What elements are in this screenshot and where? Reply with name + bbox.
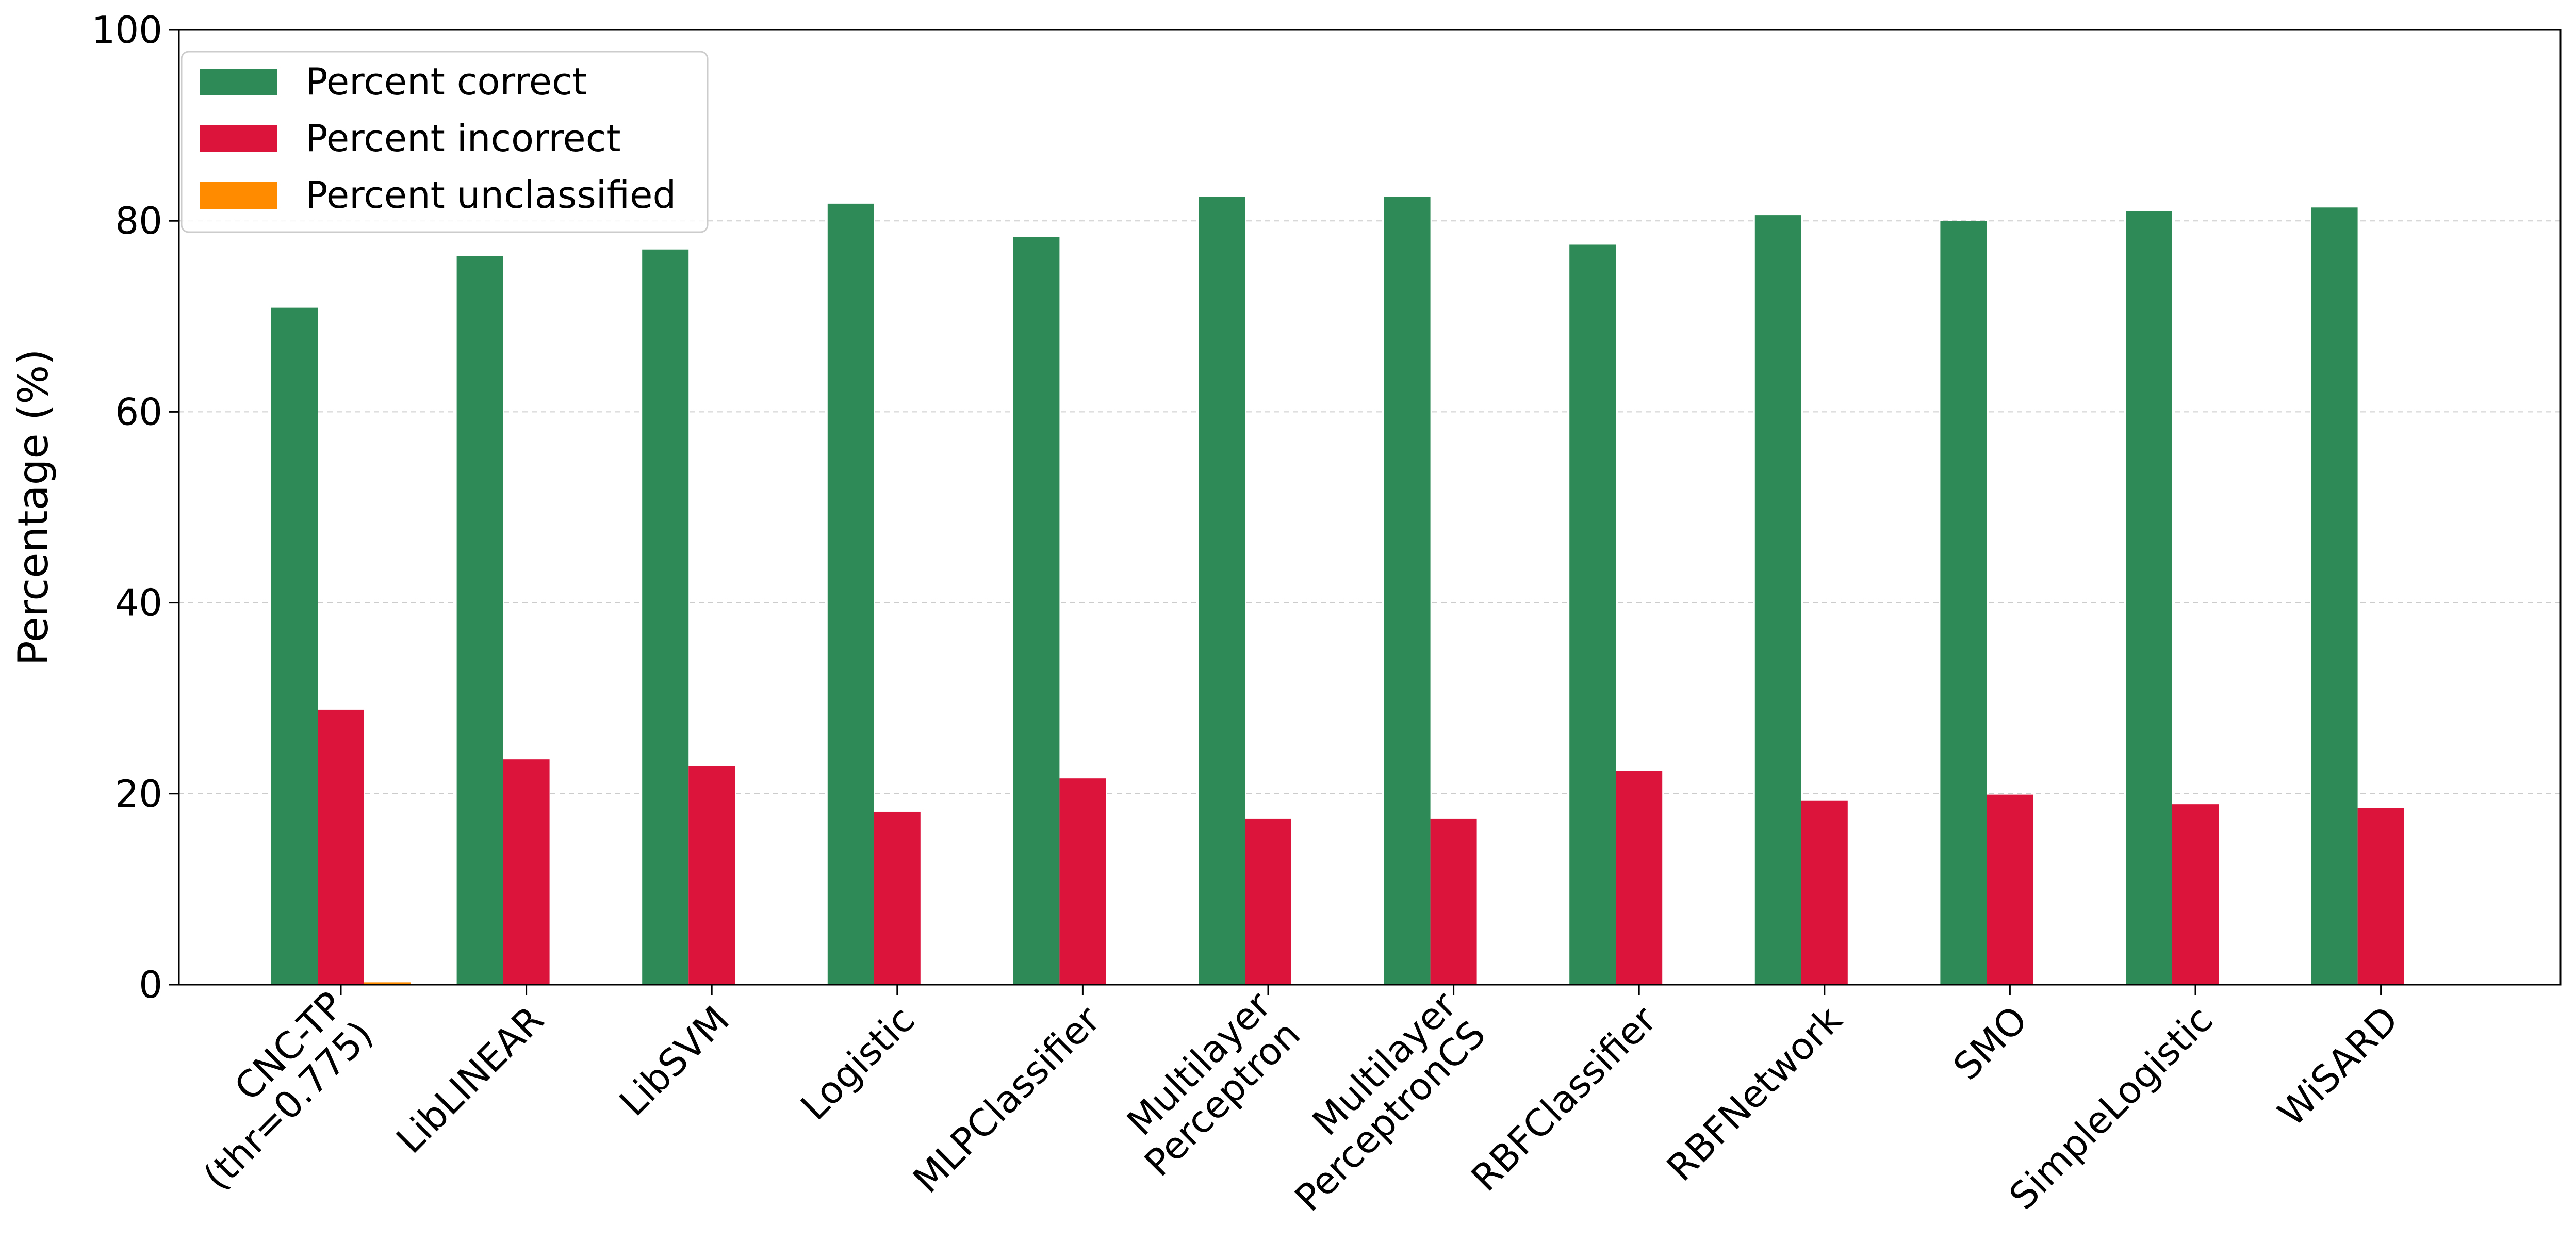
x-tick-label-line: MLPClassifier: [905, 998, 1108, 1201]
x-tick-label-group: Logistic: [792, 998, 923, 1128]
x-tick-label-group: MultilayerPerceptron: [1107, 983, 1308, 1185]
x-tick-label-group: SMO: [1945, 998, 2036, 1088]
x-tick-label-line: Logistic: [792, 998, 923, 1128]
legend-swatch: [200, 69, 277, 95]
bar-correct: [1199, 197, 1245, 985]
x-tick-label: Logistic: [792, 998, 923, 1128]
x-tick-label-group: RBFNetwork: [1659, 998, 1850, 1189]
gridlines: [179, 220, 2561, 794]
legend-swatch: [200, 125, 277, 152]
y-tick-label: 20: [115, 772, 162, 815]
y-tick-label: 100: [92, 8, 162, 52]
x-tick-label-group: WiSARD: [2270, 998, 2406, 1134]
bar-incorrect: [2357, 808, 2404, 985]
y-tick-label: 60: [115, 390, 162, 433]
bar-unclassified: [364, 982, 411, 985]
y-tick-label: 0: [139, 963, 162, 1006]
x-tick-label: LibLINEAR: [388, 998, 552, 1162]
bar-incorrect: [503, 759, 550, 985]
x-tick-label-line: LibSVM: [611, 998, 737, 1124]
bar-correct: [1754, 215, 1801, 985]
x-tick-label-group: LibSVM: [611, 998, 737, 1124]
bar-incorrect: [1245, 818, 1291, 985]
x-tick-label: SimpleLogistic: [2001, 998, 2221, 1218]
bar-incorrect: [874, 811, 921, 985]
legend-swatch: [200, 182, 277, 209]
x-tick-label-line: SimpleLogistic: [2001, 998, 2221, 1218]
bar-incorrect: [1987, 794, 2033, 985]
x-tick-label-group: SimpleLogistic: [2001, 998, 2221, 1218]
legend-label: Percent incorrect: [305, 117, 621, 160]
bar-correct: [1384, 197, 1431, 985]
bar-correct: [2311, 207, 2358, 985]
bar-incorrect: [318, 709, 364, 985]
x-tick-label: CNC-TP(thr=0.775): [166, 983, 381, 1198]
bar-correct: [271, 307, 318, 985]
bar-incorrect: [1801, 800, 1848, 985]
bar-incorrect: [1430, 818, 1477, 985]
bar-incorrect: [1616, 771, 1663, 985]
y-axis-title: Percentage (%): [9, 349, 57, 666]
bar-correct: [1013, 237, 1060, 985]
x-tick-label-line: RBFClassifier: [1463, 998, 1665, 1200]
x-tick-label: SMO: [1945, 998, 2036, 1088]
x-tick-label-group: MultilayerPerceptronCS: [1257, 983, 1494, 1220]
x-tick-label: MultilayerPerceptronCS: [1257, 983, 1494, 1220]
x-tick-label-line: SMO: [1945, 998, 2036, 1088]
y-tick-label: 40: [115, 581, 162, 625]
x-tick-label: RBFNetwork: [1659, 998, 1850, 1189]
legend: Percent correct Percent incorrect Percent …: [181, 51, 709, 233]
x-tick-label-group: CNC-TP(thr=0.775): [166, 983, 381, 1198]
bar-incorrect: [1059, 778, 1106, 985]
x-tick-label: WiSARD: [2270, 998, 2406, 1134]
bar-correct: [642, 249, 689, 985]
plot-area-frame: [178, 29, 2562, 986]
legend-label: Percent unclassified: [305, 173, 676, 217]
bar-correct: [1940, 221, 1987, 985]
x-tick-label: MLPClassifier: [905, 998, 1108, 1201]
bar-correct: [456, 256, 503, 985]
bars: [271, 197, 2404, 985]
x-tick-label: LibSVM: [611, 998, 737, 1124]
bar-correct: [2126, 211, 2172, 985]
x-tick-label-group: RBFClassifier: [1463, 998, 1665, 1200]
y-tick-label: 80: [115, 199, 162, 242]
bar-incorrect: [2172, 804, 2219, 985]
y-axis: 0 20 40 60 80 100: [92, 8, 179, 1006]
x-tick-label: RBFClassifier: [1463, 998, 1665, 1200]
bar-incorrect: [688, 766, 735, 985]
legend-box: [181, 51, 709, 233]
bar-correct: [827, 203, 874, 985]
x-tick-label-group: LibLINEAR: [388, 998, 552, 1162]
x-tick-label-line: LibLINEAR: [388, 998, 552, 1162]
legend-label: Percent correct: [305, 60, 587, 103]
bar-correct: [1569, 244, 1616, 985]
x-tick-label-group: MLPClassifier: [905, 998, 1108, 1201]
x-tick-label-line: RBFNetwork: [1659, 998, 1850, 1189]
x-tick-label: MultilayerPerceptron: [1107, 983, 1308, 1185]
x-tick-label-line: WiSARD: [2270, 998, 2406, 1134]
x-axis: CNC-TP(thr=0.775) LibLINEAR LibSVM Logistic…: [166, 983, 2406, 1220]
